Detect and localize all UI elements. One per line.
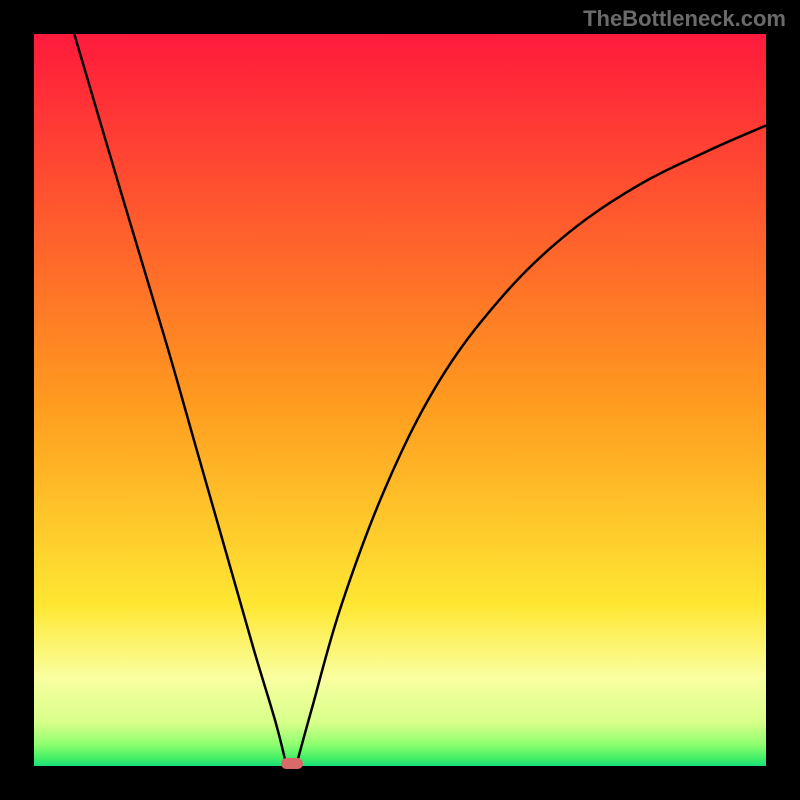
- chart-container: TheBottleneck.com: [0, 0, 800, 800]
- curve-left-branch: [74, 34, 286, 766]
- curve-overlay: [34, 34, 766, 766]
- optimum-marker: [281, 758, 303, 769]
- plot-gradient-area: [34, 34, 766, 766]
- curve-right-branch: [296, 126, 766, 767]
- watermark-text: TheBottleneck.com: [583, 6, 786, 32]
